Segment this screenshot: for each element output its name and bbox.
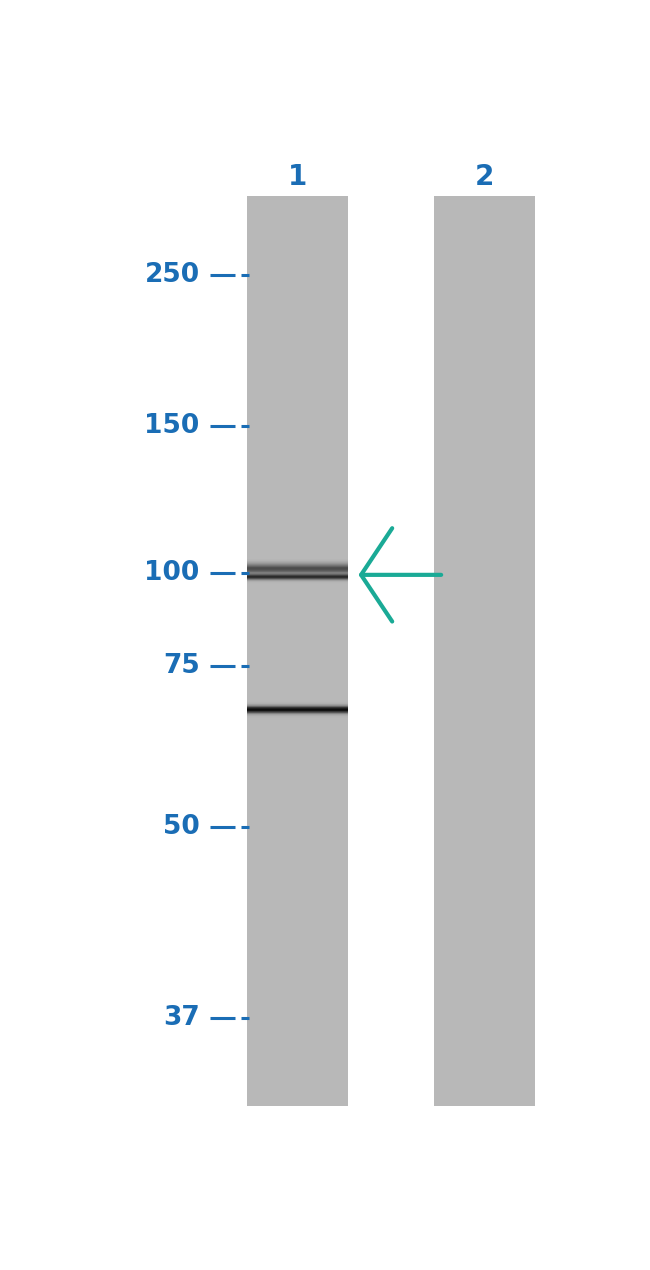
Text: 37: 37: [163, 1005, 200, 1031]
Text: 1: 1: [288, 163, 307, 190]
Text: 250: 250: [144, 262, 200, 287]
Text: 2: 2: [474, 163, 494, 190]
Text: 75: 75: [163, 653, 200, 678]
Bar: [248, 197, 348, 1106]
Bar: [434, 197, 534, 1106]
Text: 150: 150: [144, 413, 200, 439]
Text: 50: 50: [163, 814, 200, 841]
Text: 100: 100: [144, 560, 200, 585]
